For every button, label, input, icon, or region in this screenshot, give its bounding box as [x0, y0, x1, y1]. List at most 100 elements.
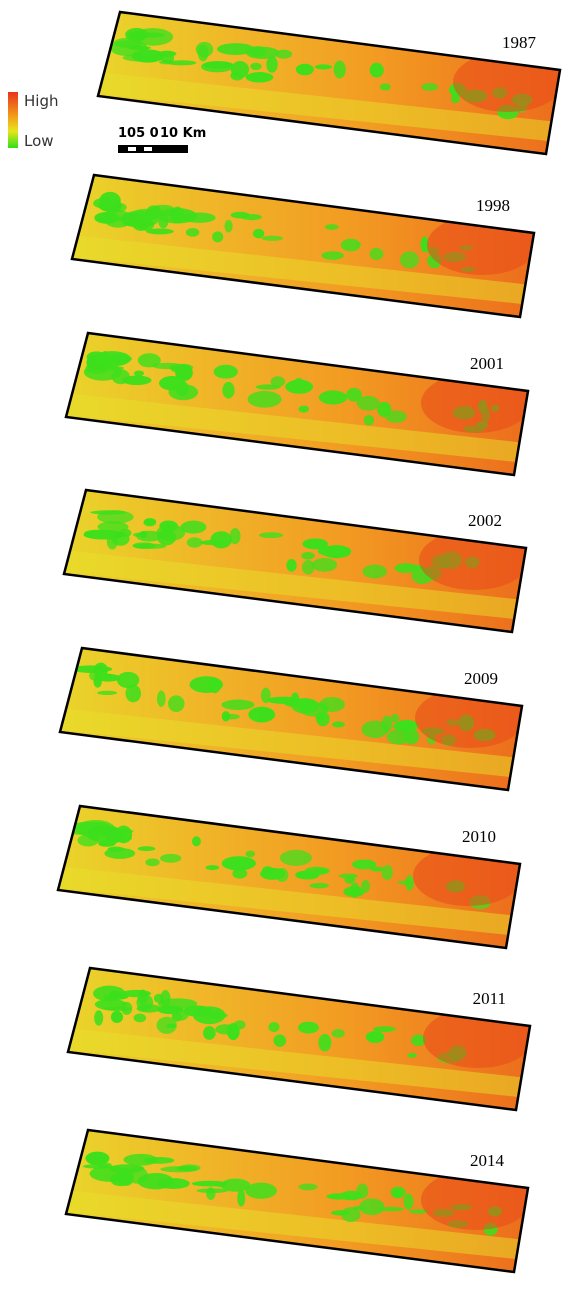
map-patch: [222, 856, 256, 870]
legend-low: Low: [24, 132, 54, 150]
scale-label: 10 Km: [160, 126, 206, 141]
map-patch: [291, 698, 319, 713]
map-patch: [246, 850, 256, 857]
year-label: 2011: [473, 989, 506, 1008]
year-label: 1998: [476, 196, 510, 215]
map-patch: [364, 415, 374, 426]
map-patch: [136, 1004, 161, 1012]
map-patch: [225, 220, 233, 233]
map-patch: [268, 1022, 279, 1032]
map-patch: [212, 231, 223, 242]
map-patch: [334, 61, 346, 79]
map-patch: [208, 1013, 228, 1019]
map-patch: [157, 690, 166, 706]
map-patch: [382, 865, 393, 880]
map-patch: [350, 883, 360, 898]
map-patch: [159, 521, 178, 532]
map-patch: [315, 713, 325, 721]
map-patch: [407, 1053, 417, 1057]
map-raster: [55, 643, 535, 803]
map-patch: [90, 510, 126, 514]
map-patch: [94, 673, 113, 678]
year-label: 2010: [462, 827, 496, 846]
legend-ramp: [8, 92, 18, 148]
map-patch: [118, 1169, 134, 1186]
map-patch: [315, 64, 332, 69]
year-label: 1987: [502, 33, 537, 52]
map-patch: [192, 836, 201, 846]
year-label: 2009: [464, 669, 498, 688]
map-patch: [145, 858, 159, 866]
map-patch: [318, 1034, 331, 1052]
map-patch: [159, 376, 185, 391]
map-patch: [359, 1199, 384, 1216]
map-patch: [312, 558, 337, 572]
map-patch: [275, 50, 292, 59]
map-patch: [144, 1157, 175, 1164]
map-patch: [286, 559, 296, 572]
map-patch: [237, 1190, 245, 1207]
map-patch: [362, 565, 387, 579]
map-patch: [453, 52, 563, 112]
map-patch: [400, 251, 419, 268]
map-patch: [182, 212, 215, 222]
map-panel: 2011: [63, 963, 543, 1123]
map-patch: [259, 532, 283, 538]
map-patch: [206, 1187, 215, 1200]
legend: High Low: [8, 92, 58, 150]
map-patch: [341, 239, 361, 252]
map-raster: [63, 963, 543, 1123]
map-panel: 2001: [61, 328, 541, 488]
map-patch: [451, 94, 460, 103]
map-patch: [222, 382, 234, 399]
map-raster: [61, 1125, 541, 1285]
map-patch: [172, 1010, 188, 1021]
map-patch: [295, 870, 319, 879]
map-patch: [248, 707, 275, 723]
map-patch: [369, 248, 383, 260]
map-patch: [370, 63, 384, 78]
map-patch: [421, 83, 438, 91]
map-patch: [143, 518, 156, 526]
map-patch: [166, 1024, 176, 1028]
map-patch: [186, 228, 200, 237]
map-patch: [97, 691, 117, 695]
map-patch: [98, 521, 129, 532]
map-patch: [97, 1162, 111, 1167]
map-patch: [133, 533, 146, 537]
map-patch: [103, 1007, 131, 1012]
map-patch: [298, 1022, 319, 1034]
map-patch: [341, 1207, 360, 1222]
map-patch: [393, 723, 411, 730]
map-patch: [134, 1013, 146, 1022]
map-panel: 1987: [93, 7, 570, 167]
map-patch: [192, 1181, 228, 1187]
map-patch: [138, 846, 156, 851]
scale-label: 105 0: [118, 126, 159, 141]
map-raster: [59, 485, 539, 645]
map-patch: [230, 528, 241, 544]
year-label: 2002: [468, 511, 502, 530]
map-patch: [128, 46, 151, 50]
map-patch: [246, 72, 274, 82]
map-patch: [427, 215, 537, 275]
figure: High Low 105 0 10 Km 1987 1998 2001 2002 200…: [0, 0, 570, 1310]
map-patch: [280, 850, 312, 866]
map-patch: [69, 831, 110, 835]
map-patch: [138, 990, 148, 1005]
map-patch: [332, 1029, 345, 1038]
map-patch: [98, 840, 115, 847]
map-patch: [271, 376, 286, 387]
map-patch: [301, 552, 315, 559]
map-patch: [132, 542, 155, 548]
map-patch: [302, 560, 315, 575]
map-panel: 2002: [59, 485, 539, 645]
map-patch: [391, 714, 399, 723]
map-patch: [366, 1031, 384, 1043]
map-patch: [160, 1166, 198, 1172]
map-patch: [160, 990, 170, 1007]
map-patch: [227, 1023, 240, 1040]
map-patch: [160, 854, 181, 863]
map-patch: [123, 220, 155, 227]
